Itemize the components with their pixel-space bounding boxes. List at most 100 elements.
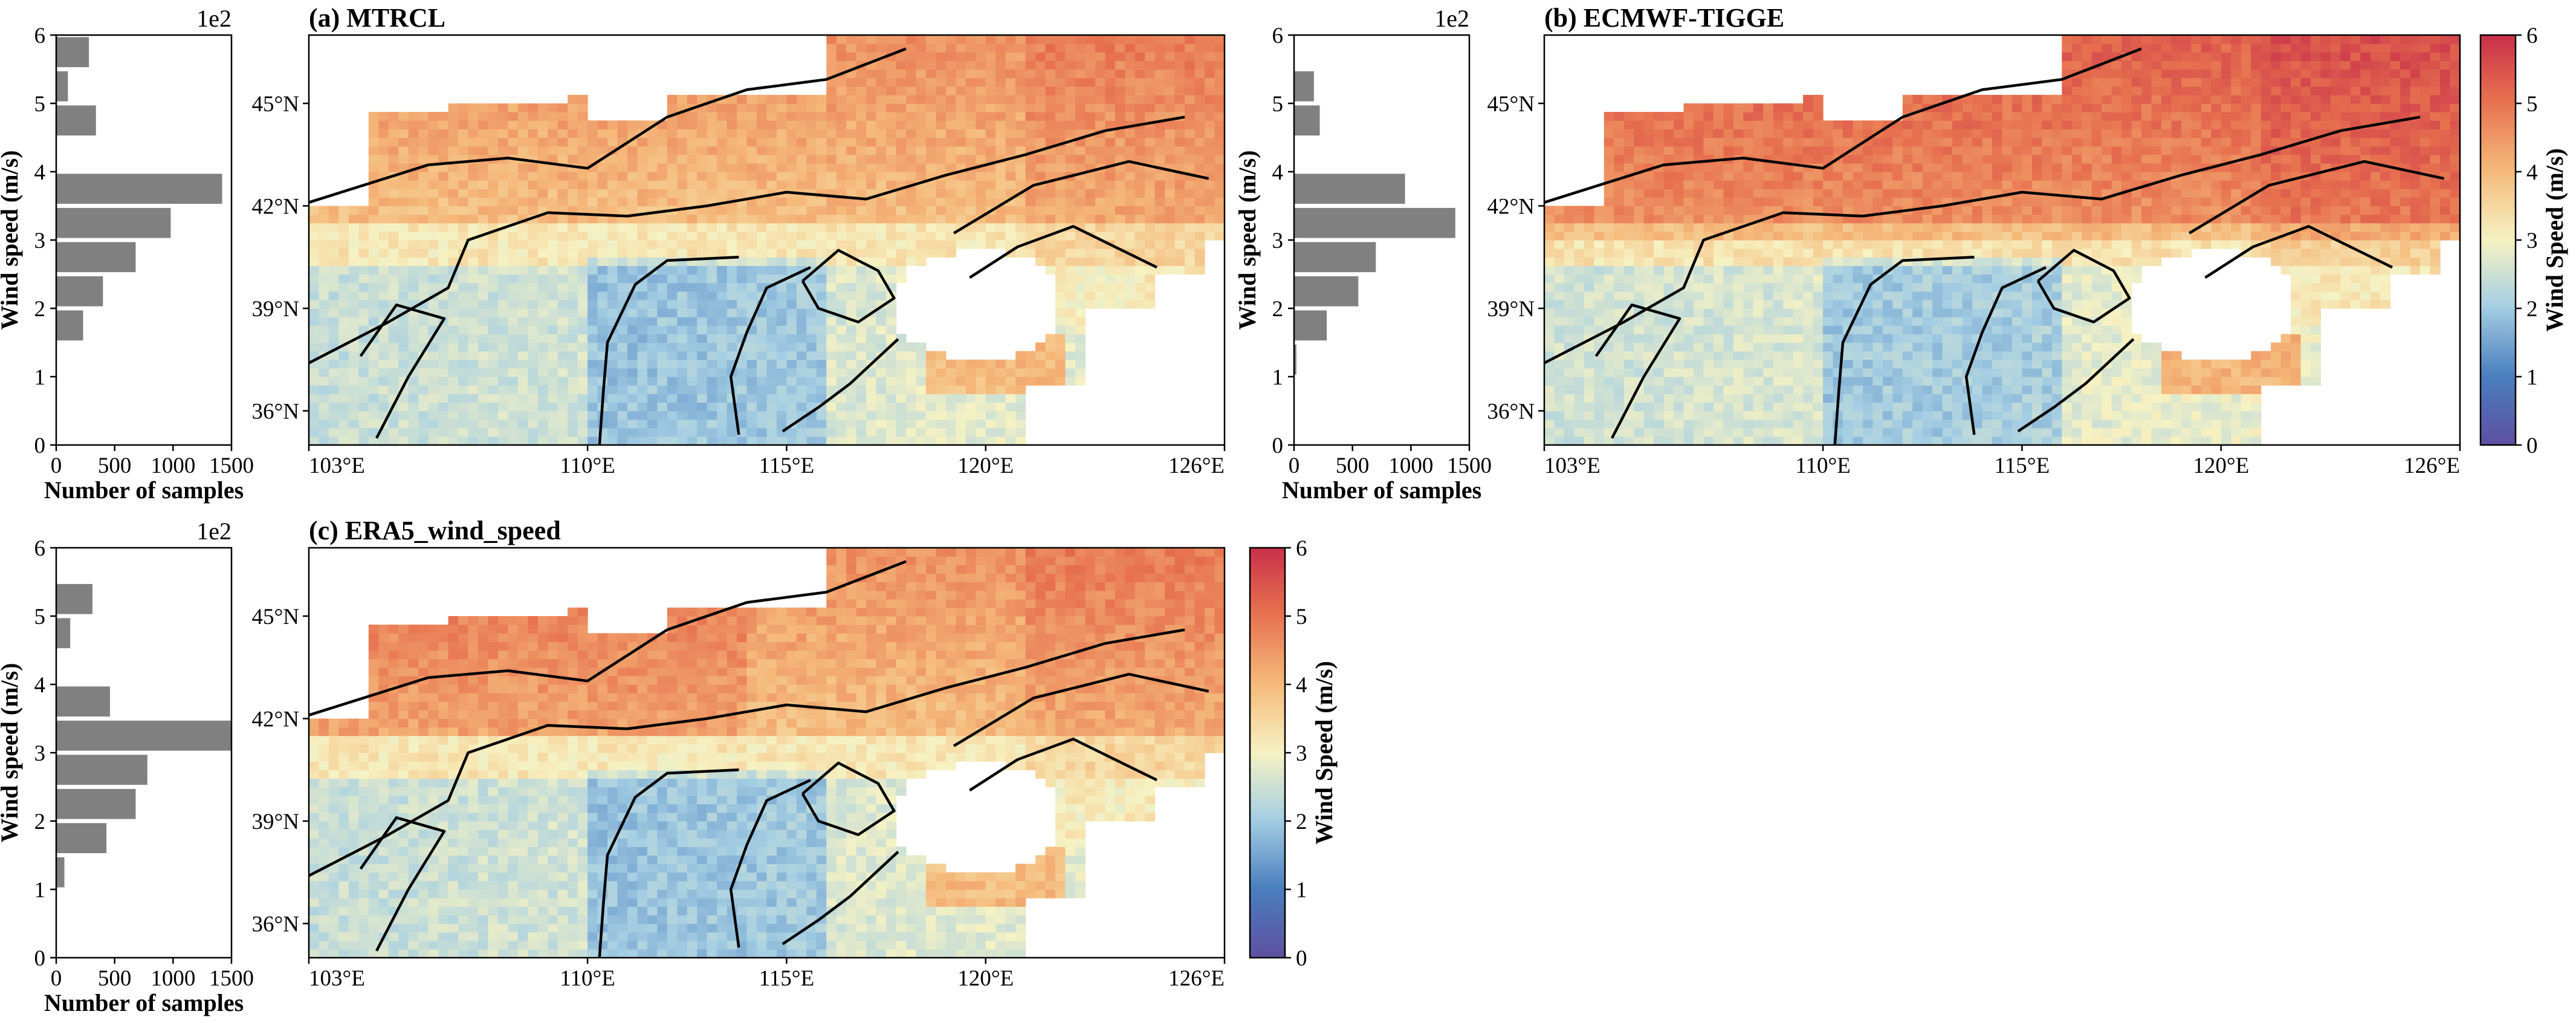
map-cell bbox=[856, 359, 867, 369]
map-cell bbox=[1694, 180, 1704, 189]
map-cell bbox=[577, 180, 588, 189]
map-cell bbox=[368, 129, 379, 138]
map-cell bbox=[1663, 317, 1674, 326]
map-cell bbox=[1005, 394, 1016, 403]
map-cell bbox=[1843, 291, 1854, 300]
map-cell bbox=[497, 334, 508, 343]
map-cell bbox=[1674, 231, 1684, 241]
map-cell bbox=[1853, 231, 1863, 241]
map-cell bbox=[1145, 299, 1156, 309]
map-cell bbox=[1663, 402, 1674, 412]
map-cell bbox=[627, 231, 638, 241]
map-cell bbox=[995, 240, 1006, 249]
map-cell bbox=[976, 146, 986, 155]
map-cell bbox=[1793, 299, 1804, 309]
map-cell bbox=[1165, 137, 1176, 147]
map-cell bbox=[677, 385, 688, 394]
map-cell bbox=[1753, 248, 1764, 258]
map-cell bbox=[1015, 436, 1026, 446]
map-cell bbox=[418, 334, 429, 343]
map-cell bbox=[1604, 172, 1614, 181]
map-cell bbox=[458, 265, 469, 275]
map-cell bbox=[956, 197, 966, 207]
map-cell bbox=[1753, 359, 1764, 369]
map-cell bbox=[1604, 265, 1614, 275]
map-cell bbox=[876, 154, 887, 164]
map-cell bbox=[428, 222, 439, 232]
map-cell bbox=[338, 257, 349, 266]
map-cell bbox=[1882, 282, 1893, 292]
map-cell bbox=[378, 342, 389, 352]
map-cell bbox=[517, 112, 528, 121]
panel-title: (a) MTRCL bbox=[309, 3, 445, 33]
map-cell bbox=[557, 308, 568, 317]
map-cell bbox=[826, 120, 837, 129]
map-cell bbox=[1723, 265, 1734, 275]
map-cell bbox=[1773, 325, 1784, 334]
map-cell bbox=[358, 377, 369, 386]
map-cell bbox=[428, 402, 439, 412]
map-cell bbox=[1743, 394, 1754, 403]
map-cell bbox=[925, 436, 937, 446]
map-cell bbox=[1663, 214, 1674, 224]
map-cell bbox=[1773, 308, 1784, 317]
map-cell bbox=[1065, 77, 1076, 87]
map-cell bbox=[1912, 240, 1923, 249]
map-cell bbox=[916, 44, 927, 53]
map-cell bbox=[1594, 402, 1605, 412]
map-cell bbox=[418, 206, 429, 215]
map-cell bbox=[836, 35, 847, 44]
map-cell bbox=[398, 154, 409, 164]
map-cell bbox=[1185, 44, 1196, 53]
map-cell bbox=[866, 394, 877, 403]
map-cell bbox=[587, 317, 598, 326]
map-cell bbox=[1862, 342, 1874, 352]
map-cell bbox=[1174, 240, 1185, 249]
map-cell bbox=[458, 342, 469, 352]
map-cell bbox=[458, 172, 469, 181]
map-cell bbox=[956, 214, 966, 224]
map-cell bbox=[1853, 120, 1863, 129]
map-cell bbox=[1085, 291, 1096, 300]
map-cell bbox=[1174, 69, 1185, 79]
map-cell bbox=[1075, 120, 1086, 129]
map-cell bbox=[1813, 342, 1824, 352]
map-cell bbox=[1154, 248, 1165, 258]
map-cell bbox=[687, 291, 697, 300]
map-cell bbox=[517, 299, 528, 309]
map-cell bbox=[1623, 419, 1634, 429]
map-cell bbox=[876, 377, 887, 386]
map-cell bbox=[846, 163, 857, 172]
map-cell bbox=[1125, 35, 1136, 44]
map-cell bbox=[328, 257, 340, 266]
map-cell bbox=[458, 120, 469, 129]
map-cell bbox=[995, 129, 1006, 138]
map-cell bbox=[1643, 291, 1654, 300]
map-cell bbox=[757, 163, 768, 172]
map-cell bbox=[548, 146, 558, 155]
map-cell bbox=[826, 377, 837, 386]
map-cell bbox=[717, 265, 728, 275]
map-cell bbox=[1574, 394, 1585, 403]
map-cell bbox=[945, 359, 956, 369]
map-cell bbox=[697, 189, 708, 198]
map-cell bbox=[1654, 154, 1665, 164]
map-cell bbox=[1185, 265, 1196, 275]
map-cell bbox=[1773, 427, 1784, 437]
map-cell bbox=[667, 146, 678, 155]
map-cell bbox=[577, 257, 588, 266]
map-cell bbox=[916, 394, 927, 403]
map-cell bbox=[1214, 197, 1225, 207]
map-cell bbox=[816, 197, 827, 207]
map-cell bbox=[309, 291, 320, 300]
map-cell bbox=[1763, 334, 1774, 343]
map-cell bbox=[776, 231, 788, 241]
map-cell bbox=[348, 411, 359, 420]
map-cell bbox=[737, 163, 748, 172]
map-cell bbox=[1623, 265, 1634, 275]
hist-ytick-label: 2 bbox=[1272, 297, 1284, 322]
map-cell bbox=[1793, 146, 1804, 155]
map-cell bbox=[617, 419, 628, 429]
map-cell bbox=[508, 427, 519, 437]
map-cell bbox=[1205, 154, 1215, 164]
